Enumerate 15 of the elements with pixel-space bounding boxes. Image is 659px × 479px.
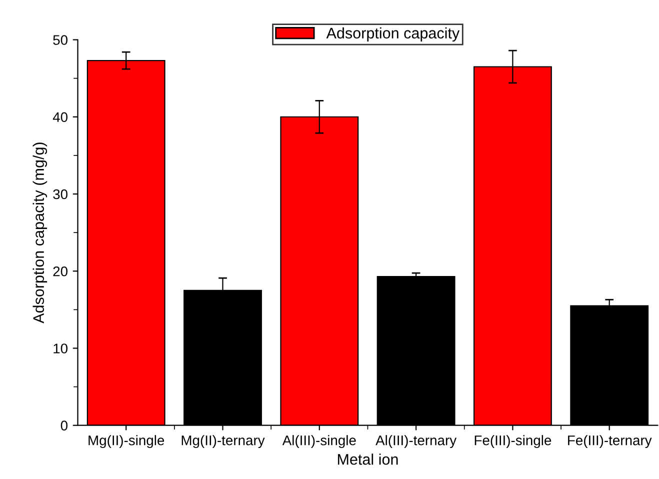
x-tick-label: Al(III)-ternary [376, 435, 457, 448]
x-tick-label: Fe(III)-ternary [568, 435, 652, 448]
legend-label: Adsorption capacity [326, 27, 460, 42]
y-axis-title: Adsorption capacity (mg/g) [32, 142, 48, 324]
y-tick-label: 20 [53, 266, 68, 276]
x-axis-title: Metal ion [338, 454, 398, 465]
y-tick-label: 0 [60, 420, 68, 431]
y-tick-label: 50 [53, 35, 68, 45]
y-tick-label: 30 [53, 189, 68, 200]
x-tick-label: Mg(II)-ternary [182, 435, 265, 448]
x-tick-label: Fe(III)-single [474, 435, 552, 448]
y-tick-label: 40 [52, 112, 68, 122]
x-tick-label: Mg(II)-single [88, 435, 164, 448]
x-tick-label: Al(III)-single [282, 435, 356, 448]
y-tick-label: 10 [54, 344, 68, 354]
